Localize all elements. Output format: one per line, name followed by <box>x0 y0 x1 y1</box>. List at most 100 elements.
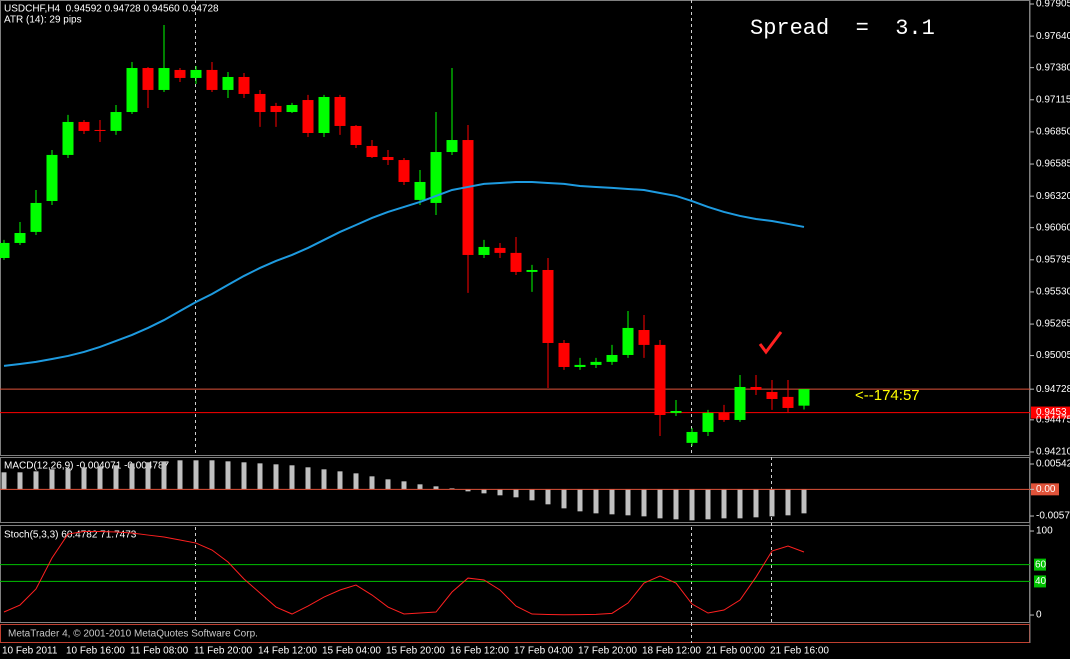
histogram-bar <box>241 462 247 490</box>
x-tick-label: 21 Feb 00:00 <box>706 646 765 657</box>
histogram-bar <box>225 461 231 490</box>
candle-body <box>382 157 394 161</box>
candle-body <box>46 154 58 202</box>
level-label-box <box>1034 575 1046 588</box>
candle-body <box>30 202 42 232</box>
candle-body <box>62 121 74 155</box>
candle-body <box>590 361 602 365</box>
candle-body <box>798 389 810 406</box>
candle-body <box>702 412 714 432</box>
histogram-bar <box>177 460 183 490</box>
histogram-bar <box>513 489 519 498</box>
y-tick-label: 0.95005 <box>1036 350 1070 361</box>
x-tick-label: 10 Feb 2011 <box>2 646 58 657</box>
candle-body <box>462 140 474 255</box>
y-tick-label: 0.97115 <box>1036 94 1070 105</box>
candle-body <box>302 100 314 133</box>
candle-body <box>542 269 554 343</box>
candle-body <box>622 327 634 355</box>
level-label: 40 <box>1035 576 1047 587</box>
level-label-box <box>1034 558 1046 571</box>
candle-body <box>334 96 346 126</box>
histogram-bar <box>1 472 7 490</box>
candle-body <box>718 412 730 420</box>
histogram-bar <box>353 473 359 490</box>
histogram-bar <box>17 472 23 490</box>
candle-body <box>526 269 538 272</box>
candle-body <box>206 69 218 90</box>
candle-body <box>94 129 106 131</box>
candle-body <box>494 247 506 253</box>
histogram-bar <box>145 462 151 490</box>
annotation: Spread = 3.1 <box>750 16 935 41</box>
candle-body <box>110 112 122 131</box>
histogram-bar <box>209 460 215 490</box>
price-label: 0.9453 <box>1036 407 1067 418</box>
histogram-bar <box>273 464 279 490</box>
histogram-bar <box>753 489 759 518</box>
candle-body <box>0 242 10 258</box>
y-tick-label: 0.96585 <box>1036 159 1070 170</box>
candle-body <box>478 246 490 255</box>
candle-body <box>670 410 682 413</box>
price-label-box <box>1031 406 1070 419</box>
candle-body <box>174 69 186 78</box>
histogram-bar <box>497 489 503 496</box>
candle-body <box>638 330 650 345</box>
histogram-bar <box>433 486 439 490</box>
y-tick-label: 0.95530 <box>1036 287 1070 298</box>
histogram-bar <box>65 468 71 490</box>
copyright: MetaTrader 4, © 2001-2010 MetaQuotes Sof… <box>8 629 258 640</box>
x-tick-label: 17 Feb 04:00 <box>514 646 573 657</box>
chart-title: USDCHF,H4 0.94592 0.94728 0.94560 0.9472… <box>4 4 219 15</box>
candle-body <box>222 76 234 90</box>
candle-body <box>238 76 250 94</box>
period-separators <box>195 0 772 643</box>
histogram-bar <box>561 489 567 509</box>
histogram-bar <box>417 484 423 490</box>
histogram-bar <box>161 461 167 490</box>
candle-body <box>126 68 138 113</box>
candle-body <box>286 104 298 113</box>
histogram-bar <box>113 465 119 490</box>
histogram-bar <box>721 489 727 519</box>
histogram-bar <box>609 489 615 515</box>
stoch-title: Stoch(5,3,3) 60.4782 71.7473 <box>4 530 137 541</box>
histogram-bar <box>529 489 535 501</box>
annotation: <--174:57 <box>855 387 920 404</box>
x-tick-label: 11 Feb 20:00 <box>194 646 253 657</box>
candle-body <box>654 344 666 415</box>
y-tick-label: 100 <box>1036 526 1053 537</box>
x-tick-label: 18 Feb 12:00 <box>642 646 701 657</box>
candle-body <box>78 121 90 131</box>
y-tick-label: 0.96060 <box>1036 222 1070 233</box>
y-tick-label: 0.96850 <box>1036 127 1070 138</box>
histogram-bar <box>321 469 327 490</box>
histogram-bar <box>401 481 407 490</box>
y-tick-label: 0.97905 <box>1036 0 1070 10</box>
candle-body <box>190 69 202 78</box>
histogram-bar <box>337 471 343 490</box>
candle-body <box>270 105 282 113</box>
candle-body <box>414 181 426 200</box>
histogram-bar <box>385 479 391 490</box>
histogram-bar <box>785 489 791 516</box>
candle-body <box>734 386 746 420</box>
histogram-bar <box>673 489 679 520</box>
x-tick-label: 15 Feb 20:00 <box>386 646 445 657</box>
x-tick-label: 14 Feb 12:00 <box>258 646 317 657</box>
y-tick-label: 0.97380 <box>1036 62 1070 73</box>
candle-body <box>142 68 154 90</box>
x-tick-label: 17 Feb 20:00 <box>578 646 637 657</box>
candle-body <box>782 396 794 408</box>
x-tick-label: 10 Feb 16:00 <box>66 646 125 657</box>
moving-average <box>3 180 805 367</box>
histogram-bar <box>705 489 711 520</box>
candle-body <box>686 431 698 443</box>
y-tick-label: 0.00542 <box>1036 459 1070 470</box>
histogram-bar <box>97 466 103 490</box>
y-tick-label: 0.94475 <box>1036 414 1070 425</box>
